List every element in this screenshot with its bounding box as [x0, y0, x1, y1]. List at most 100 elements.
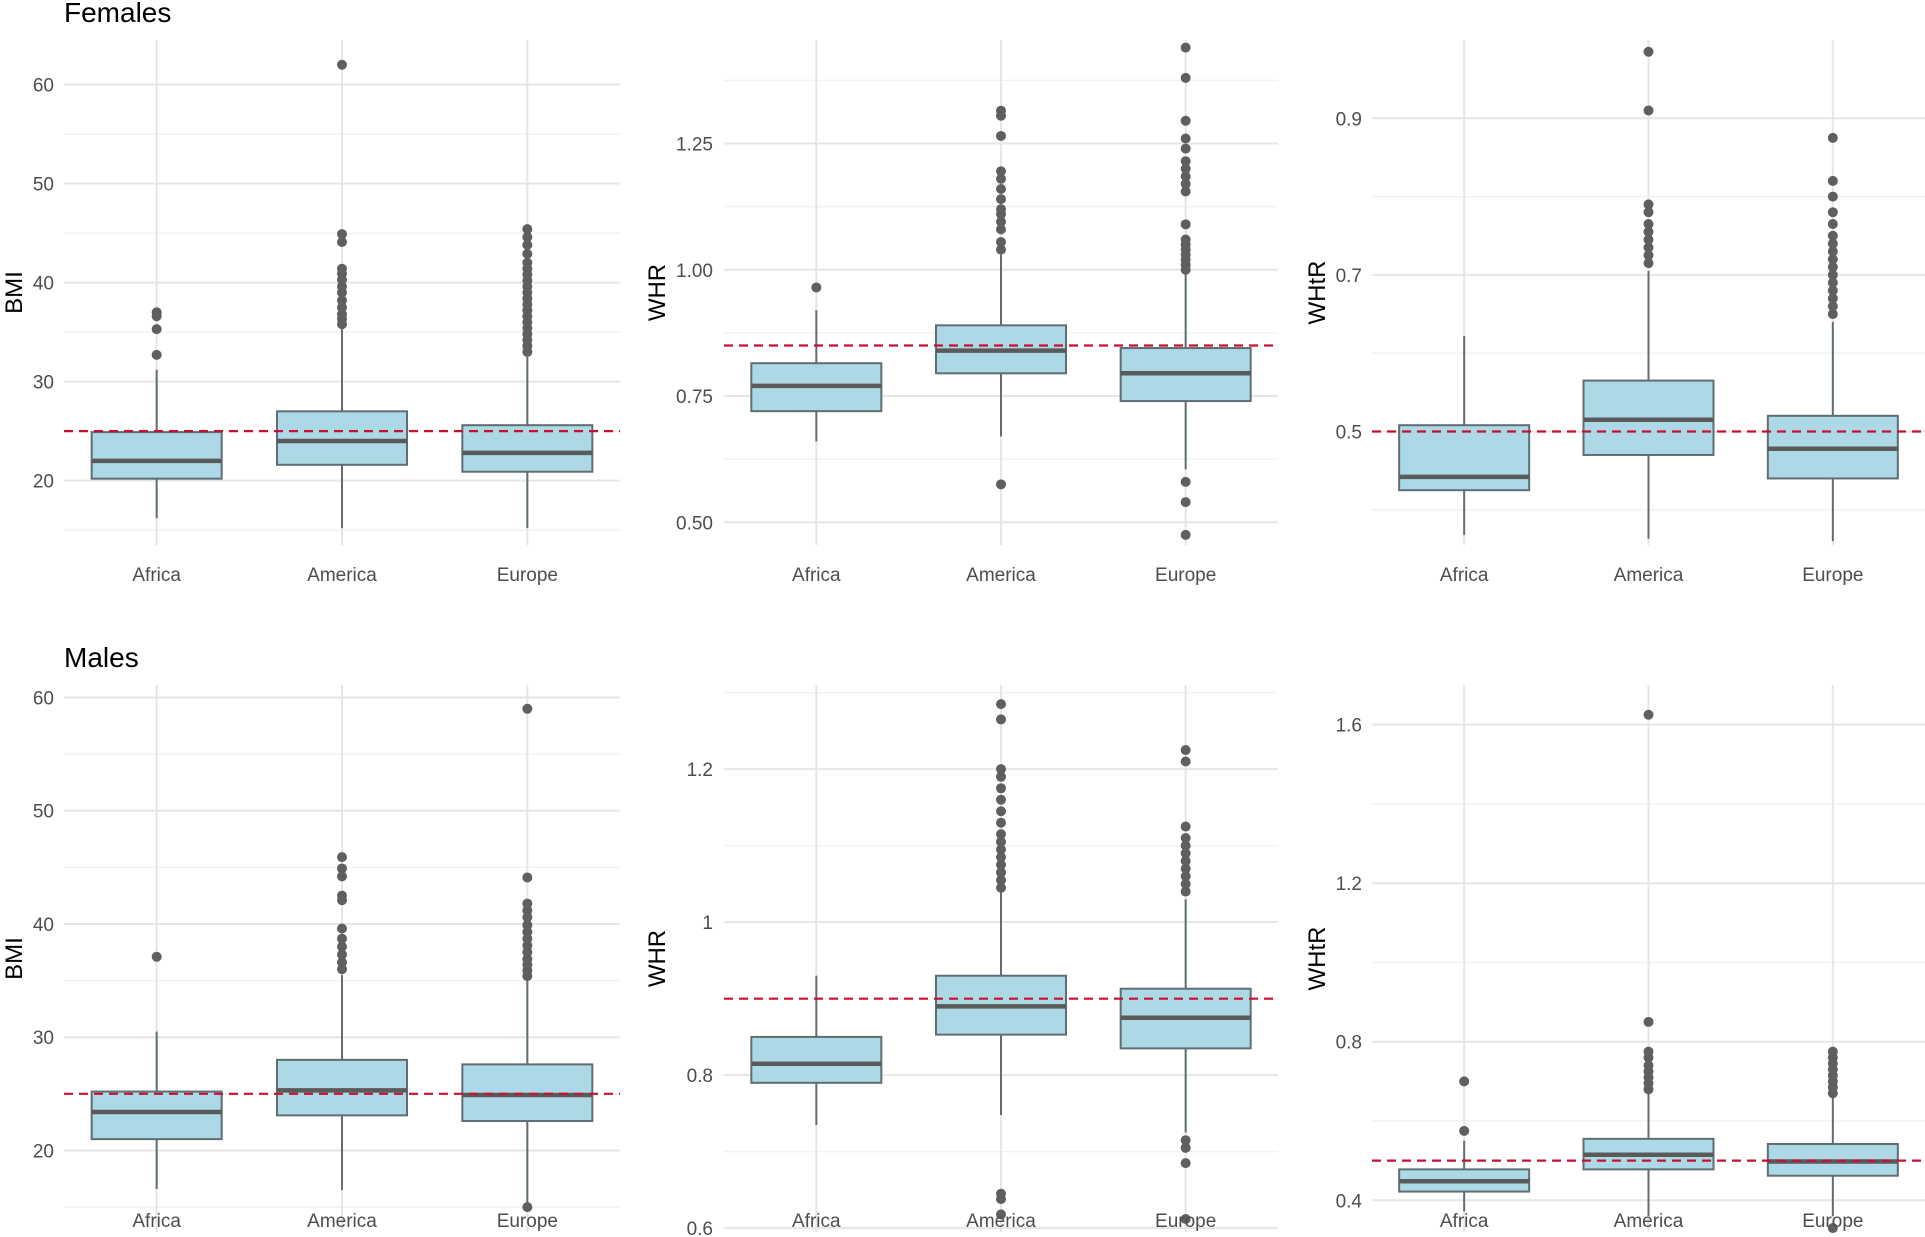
outlier-point	[1827, 277, 1838, 288]
outlier-point	[996, 852, 1006, 863]
outlier-point	[996, 806, 1006, 817]
y-tick-label: 0.5	[1336, 422, 1362, 443]
outlier-point	[996, 183, 1006, 194]
box-iqr	[90, 1090, 223, 1141]
outlier-point	[522, 920, 533, 931]
y-tick-label: 20	[33, 472, 54, 493]
outlier-point	[1180, 133, 1191, 144]
outlier-point	[337, 229, 347, 240]
outlier-point	[1827, 293, 1838, 304]
outlier-point	[151, 307, 162, 318]
panel-females-whtr: 0.5 0.7 0.9 Africa America Europe WHtR	[1304, 40, 1925, 586]
y-axis-title: BMI	[1, 937, 28, 980]
outlier-point	[1827, 309, 1838, 320]
outlier-point	[1459, 1076, 1470, 1087]
outlier-point	[1643, 207, 1654, 218]
y-tick-label: 0.8	[687, 1066, 713, 1087]
outlier-point	[1827, 254, 1838, 265]
outlier-point	[337, 295, 347, 306]
y-tick-label: 0.4	[1336, 1191, 1363, 1212]
outlier-point	[337, 302, 347, 313]
box-iqr	[461, 424, 594, 473]
outlier-point	[1180, 234, 1191, 245]
y-tick-label: 20	[33, 1141, 54, 1162]
outlier-point	[1180, 855, 1191, 866]
outlier-point	[1643, 709, 1654, 720]
x-tick-label: Africa	[132, 565, 181, 586]
y-axis-title: WHR	[644, 264, 671, 321]
outlier-point	[522, 232, 533, 243]
outlier-point	[1180, 833, 1191, 844]
x-tick-label: Europe	[1155, 1211, 1216, 1232]
outlier-point	[337, 852, 347, 863]
outlier-point	[1180, 143, 1191, 154]
y-tick-label: 50	[33, 175, 54, 196]
box-europe	[1766, 1046, 1899, 1234]
outlier-point	[1180, 156, 1191, 167]
box-iqr	[750, 1035, 883, 1084]
box-america	[276, 852, 408, 1191]
outlier-point	[1180, 476, 1191, 487]
y-tick-label: 0.9	[1336, 109, 1362, 130]
box-europe	[1119, 42, 1252, 540]
y-tick-label: 30	[33, 1028, 54, 1049]
outlier-point	[996, 882, 1006, 893]
outlier-point	[337, 890, 347, 901]
outlier-point	[1180, 115, 1191, 126]
outlier-point	[996, 764, 1006, 775]
outlier-point	[337, 933, 347, 944]
panel-males-whr: 0.6 0.8 1 1.2 Africa America Europe WHR	[644, 685, 1278, 1237]
y-tick-label: 30	[33, 373, 54, 394]
outlier-point	[1180, 821, 1191, 832]
outlier-point	[1643, 1046, 1654, 1057]
outlier-point	[1180, 745, 1191, 756]
outlier-point	[1180, 1158, 1191, 1169]
y-axis-title: WHR	[644, 930, 671, 987]
outlier-point	[337, 871, 347, 882]
outlier-point	[996, 836, 1006, 847]
outlier-point	[337, 941, 347, 952]
box-europe	[1119, 745, 1252, 1224]
box-africa	[90, 951, 223, 1189]
x-tick-label: Europe	[1155, 565, 1216, 586]
outlier-point	[1180, 497, 1191, 508]
outlier-point	[1643, 218, 1654, 229]
y-tick-label: 1.6	[1336, 716, 1362, 737]
outlier-point	[1827, 269, 1838, 280]
outlier-point	[1180, 42, 1191, 53]
outlier-point	[1827, 191, 1838, 202]
panel-females-bmi: 20 30 40 50 60 Africa America Europe BMI	[1, 40, 620, 586]
y-tick-label: 40	[33, 915, 54, 936]
y-axis-title: BMI	[1, 271, 28, 314]
outlier-point	[1827, 1223, 1838, 1234]
box-america	[935, 699, 1067, 1220]
outlier-point	[996, 859, 1006, 870]
outlier-point	[337, 281, 347, 292]
y-tick-label: 40	[33, 274, 54, 295]
x-tick-label: Africa	[132, 1211, 181, 1232]
outlier-point	[996, 237, 1006, 247]
outlier-point	[337, 237, 347, 247]
outlier-point	[1180, 529, 1191, 540]
outlier-point	[996, 244, 1006, 255]
x-tick-label: America	[1614, 565, 1684, 586]
outlier-point	[1643, 258, 1654, 269]
outlier-point	[996, 794, 1006, 805]
outlier-point	[1180, 1135, 1191, 1146]
outlier-point	[1643, 242, 1654, 253]
outlier-point	[1827, 132, 1838, 143]
panel-males-whtr: 0.4 0.8 1.2 1.6 Africa America Europe WHtR	[1304, 685, 1925, 1234]
outlier-point	[996, 699, 1006, 710]
outlier-point	[337, 957, 347, 968]
box-america	[1582, 46, 1715, 539]
outlier-point	[1180, 756, 1191, 767]
y-tick-label: 60	[33, 76, 54, 97]
outlier-point	[337, 949, 347, 960]
outlier-point	[1643, 46, 1654, 57]
y-tick-label: 1.25	[676, 135, 713, 156]
y-tick-label: 60	[33, 688, 54, 709]
y-tick-label: 1	[702, 913, 713, 934]
box-america	[935, 105, 1067, 490]
outlier-point	[996, 771, 1006, 782]
outlier-point	[996, 1209, 1006, 1220]
